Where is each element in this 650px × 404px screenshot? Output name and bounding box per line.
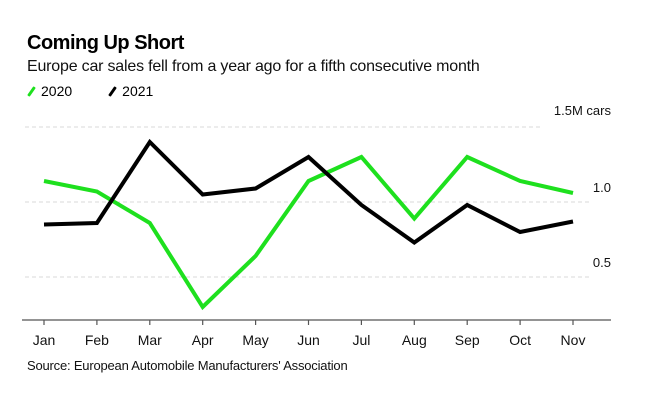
x-tick-label: Jan — [33, 332, 56, 348]
x-tick-label: Oct — [509, 332, 531, 348]
x-tick-label: Mar — [138, 332, 162, 348]
x-tick-label: Aug — [402, 332, 427, 348]
x-tick-label: Feb — [85, 332, 109, 348]
chart-title: Coming Up Short — [27, 32, 184, 54]
x-tick-label: May — [242, 332, 268, 348]
x-tick-label: Jul — [352, 332, 370, 348]
legend-item-2020: 2020 — [27, 83, 72, 99]
x-tick-label: Sep — [455, 332, 480, 348]
chart-subtitle: Europe car sales fell from a year ago fo… — [27, 58, 480, 75]
legend-item-2021: 2021 — [108, 83, 153, 99]
x-tick-label: Jun — [297, 332, 320, 348]
x-tick-label: Apr — [192, 332, 214, 348]
x-tick-label: Nov — [561, 332, 586, 348]
source-note: Source: European Automobile Manufacturer… — [27, 358, 348, 373]
series-line-2020 — [43, 154, 574, 311]
y-tick-label: 1.0 — [593, 180, 611, 195]
legend-label-2021: 2021 — [122, 83, 154, 99]
legend-label-2020: 2020 — [41, 83, 73, 99]
y-tick-label: 0.5 — [593, 255, 611, 270]
series-line-2021 — [43, 138, 574, 245]
legend: 2020 2021 — [27, 83, 153, 99]
y-tick-label: 1.5M cars — [554, 103, 612, 118]
